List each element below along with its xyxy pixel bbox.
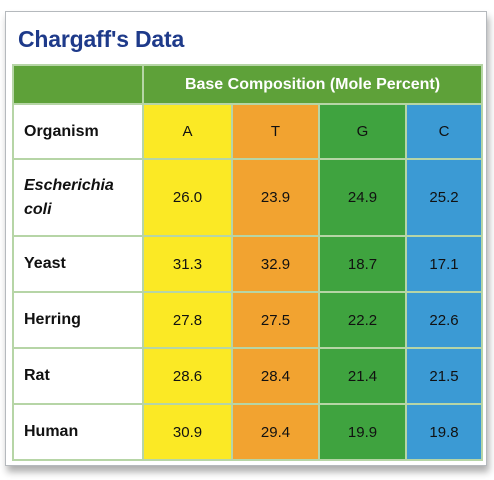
value-t: 27.5 [231,291,320,349]
organism-name: Rat [12,347,144,405]
value-g: 21.4 [318,347,407,405]
table-title: Chargaff's Data [18,26,185,52]
value-g: 18.7 [318,235,407,293]
column-header-g: G [318,103,407,160]
value-a: 28.6 [142,347,233,405]
organism-column-header: Organism [12,103,144,160]
value-c: 25.2 [404,158,484,237]
header-corner [12,64,144,105]
column-header-row: Organism A T G C [12,103,484,160]
value-t: 23.9 [231,158,320,237]
value-g: 22.2 [318,291,407,349]
organism-name: Escherichia coli [12,158,144,237]
column-header-t: T [231,103,320,160]
table-row: Rat 28.6 28.4 21.4 21.5 [12,347,484,405]
column-header-c: C [404,103,484,160]
table-row: Yeast 31.3 32.9 18.7 17.1 [12,235,484,293]
organism-name: Herring [12,291,144,349]
value-t: 28.4 [231,347,320,405]
value-a: 27.8 [142,291,233,349]
value-c: 19.8 [404,403,484,461]
value-a: 31.3 [142,235,233,293]
table-row: Escherichia coli 26.0 23.9 24.9 25.2 [12,158,484,237]
organism-name: Yeast [12,235,144,293]
table-group-header-row: Base Composition (Mole Percent) [12,64,484,105]
value-c: 21.5 [404,347,484,405]
table-row: Human 30.9 29.4 19.9 19.8 [12,403,484,461]
value-a: 26.0 [142,158,233,237]
base-composition-table: Base Composition (Mole Percent) Organism… [12,64,484,461]
base-composition-header: Base Composition (Mole Percent) [141,64,484,105]
value-g: 19.9 [318,403,407,461]
column-header-a: A [142,103,233,160]
value-t: 32.9 [231,235,320,293]
value-a: 30.9 [142,403,233,461]
value-g: 24.9 [318,158,407,237]
value-c: 22.6 [404,291,484,349]
organism-name: Human [12,403,144,461]
chargaff-data-card: Chargaff's Data Base Composition (Mole P… [5,11,487,466]
value-c: 17.1 [404,235,484,293]
table-row: Herring 27.8 27.5 22.2 22.6 [12,291,484,349]
value-t: 29.4 [231,403,320,461]
